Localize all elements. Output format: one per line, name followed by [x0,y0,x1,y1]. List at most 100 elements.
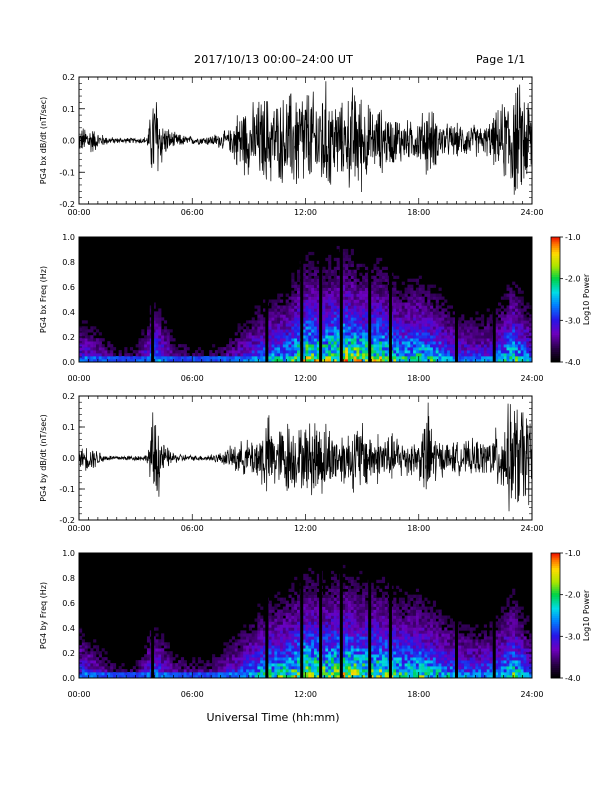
spectrogram-cell [381,302,386,306]
spectrogram-cell [328,612,332,616]
spectrogram-cell [280,308,284,312]
spectrogram-cell [415,356,420,360]
spectrogram-cell [297,305,301,309]
spectrogram-cell [421,323,425,327]
spectrogram-cell [438,314,442,318]
spectrogram-cell [506,347,510,351]
spectrogram-cell [390,350,394,354]
spectrogram-cell [404,332,408,336]
spectrogram-cell [121,675,125,679]
spectrogram-cell [370,347,374,351]
spectrogram-cell [316,317,320,321]
spectrogram-cell [280,597,284,601]
spectrogram-cell [180,350,185,354]
spectrogram-cell [359,314,363,318]
spectrogram-cell [166,672,170,676]
spectrogram-cell [515,341,519,345]
spectrogram-cell [285,672,289,676]
spectrogram-cell [234,353,238,357]
spectrogram-cell [214,666,219,670]
spectrogram-cell [141,663,145,667]
spectrogram-cell [308,269,312,274]
spectrogram-cell [294,621,298,625]
spectrogram-cell [328,305,332,309]
spectrogram-cell [475,341,479,345]
spectrogram-cell [342,612,346,616]
spectrogram-cell [325,356,329,360]
spectrogram-cell [172,356,176,360]
spectrogram-cell [294,353,298,357]
spectrogram-cell [328,299,332,303]
spectrogram-cell [161,329,165,333]
spectrogram-cell [424,350,428,354]
spectrogram-cell [393,302,397,306]
spectrogram-cell [342,597,346,601]
spectrogram-cell [390,308,394,312]
spectrogram-cell [271,663,275,667]
spectrogram-cell [271,308,275,312]
spectrogram-cell [515,329,519,333]
spectrogram-cell [353,669,357,673]
spectrogram-cell [251,633,255,637]
spectrogram-cell [161,344,165,348]
spectrogram-cell [101,350,105,354]
spectrogram-cell [291,302,295,306]
spectrogram-cell [271,347,275,351]
spectrogram-cell [161,335,165,339]
spectrogram-cell [135,356,139,360]
spectrogram-cell [209,669,213,673]
colorbar-swatch [551,274,560,277]
spectrogram-cell [101,359,105,363]
spectrogram-cell [127,353,131,357]
spectrogram-cell [506,323,510,327]
spectrogram-cell [141,660,145,664]
spectrogram-cell [345,672,349,676]
spectrogram-cell [280,615,284,619]
spectrogram-cell [79,627,83,631]
spectrogram-cell [520,317,524,321]
spectrogram-cell [313,341,318,345]
spectrogram-cell [297,654,301,658]
spectrogram-cell [257,627,261,631]
spectrogram-cell [291,612,295,616]
spectrogram-cell [93,666,97,670]
spectrogram-cell [353,648,357,652]
spectrogram-cell [257,615,261,619]
spectrogram-cell [464,320,468,324]
spectrogram-cell [328,630,332,634]
spectrogram-cell [415,332,420,336]
spectrogram-cell [520,326,524,330]
spectrogram-cell [509,335,513,339]
spectrogram-cell [243,636,247,640]
spectrogram-cell [226,666,230,670]
spectrogram-cell [277,660,281,664]
spectrogram-cell [112,675,117,679]
spectrogram-cell [305,663,309,667]
spectrogram-cell [362,359,366,363]
spectrogram-cell [503,350,507,354]
spectrogram-cell [146,332,151,336]
spectrogram-cell [495,350,499,354]
spectrogram-cell [356,335,360,339]
spectrogram-cell [333,621,337,625]
spectrogram-cell [291,359,295,363]
spectrogram-cell [384,314,388,318]
spectrogram-cell [271,660,275,664]
spectrogram-cell [418,332,422,336]
spectrogram-cell [268,663,272,667]
spectrogram-cell [280,654,284,658]
spectrogram-cell [376,281,380,285]
spectrogram-cell [282,666,286,670]
spectrogram-cell [345,597,349,601]
spectrogram-cell [345,642,349,646]
spectrogram-cell [503,293,507,297]
spectrogram-cell [246,347,250,351]
spectrogram-cell [418,356,422,360]
spectrogram-cell [155,311,159,315]
spectrogram-cell [260,621,264,625]
spectrogram-cell [277,332,281,336]
spectrogram-cell [285,669,289,673]
spectrogram-cell [350,299,354,303]
spectrogram-cell [302,338,306,342]
spectrogram-cell [161,353,165,357]
